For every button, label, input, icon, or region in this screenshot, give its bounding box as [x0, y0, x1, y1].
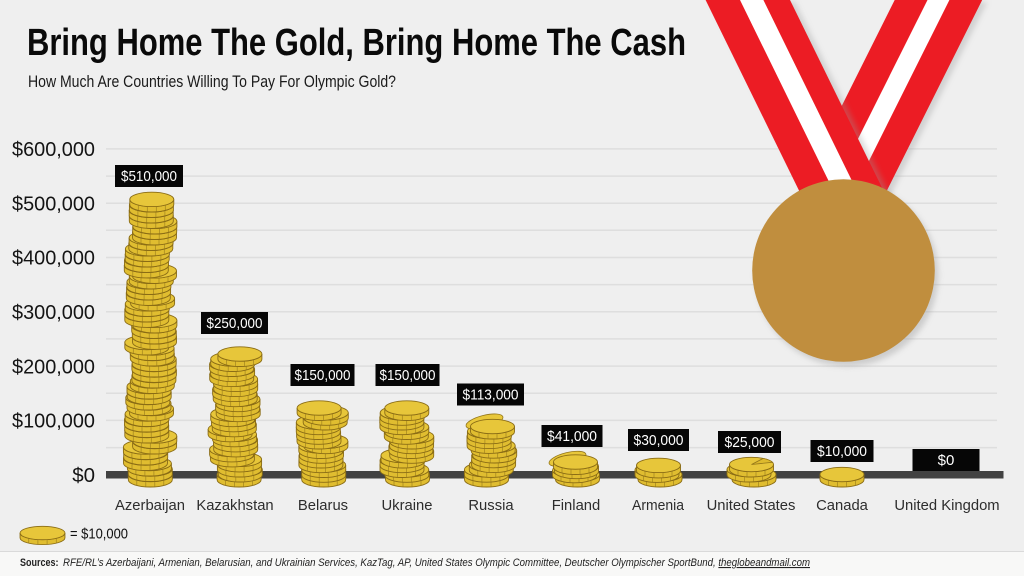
- svg-text:$0: $0: [938, 452, 955, 469]
- svg-text:Kazakhstan: Kazakhstan: [196, 498, 273, 514]
- svg-text:$10,000: $10,000: [817, 443, 867, 460]
- svg-text:Armenia: Armenia: [632, 498, 685, 514]
- svg-text:= $10,000: = $10,000: [70, 526, 128, 543]
- svg-text:$113,000: $113,000: [463, 387, 519, 404]
- svg-text:$100,000: $100,000: [12, 410, 95, 433]
- svg-text:How Much Are Countries Willing: How Much Are Countries Willing To Pay Fo…: [28, 73, 396, 91]
- svg-text:$0: $0: [72, 464, 95, 487]
- svg-text:United States: United States: [707, 498, 796, 514]
- svg-text:Russia: Russia: [468, 498, 514, 514]
- svg-text:$250,000: $250,000: [207, 315, 263, 332]
- svg-text:Belarus: Belarus: [298, 498, 348, 514]
- svg-text:$30,000: $30,000: [634, 432, 684, 449]
- svg-text:$500,000: $500,000: [12, 192, 95, 215]
- svg-text:Canada: Canada: [816, 498, 869, 514]
- svg-text:$150,000: $150,000: [380, 367, 436, 384]
- svg-text:$600,000: $600,000: [12, 138, 95, 161]
- svg-text:$300,000: $300,000: [12, 301, 95, 324]
- svg-text:Bring Home The Gold, Bring Hom: Bring Home The Gold, Bring Home The Cash: [27, 22, 686, 64]
- svg-text:Finland: Finland: [552, 498, 601, 514]
- svg-text:Azerbaijan: Azerbaijan: [115, 498, 185, 514]
- svg-text:$200,000: $200,000: [12, 355, 95, 378]
- svg-text:$150,000: $150,000: [295, 367, 351, 384]
- svg-text:$41,000: $41,000: [547, 428, 597, 445]
- svg-text:Sources:: Sources:: [20, 557, 59, 569]
- svg-text:United Kingdom: United Kingdom: [894, 498, 999, 514]
- svg-text:RFE/RL’s Azerbaijani, Armenian: RFE/RL’s Azerbaijani, Armenian, Belarusi…: [63, 557, 810, 569]
- svg-text:$400,000: $400,000: [12, 247, 95, 270]
- svg-text:Ukraine: Ukraine: [382, 498, 433, 514]
- svg-text:$25,000: $25,000: [725, 434, 775, 451]
- svg-text:$510,000: $510,000: [121, 168, 177, 185]
